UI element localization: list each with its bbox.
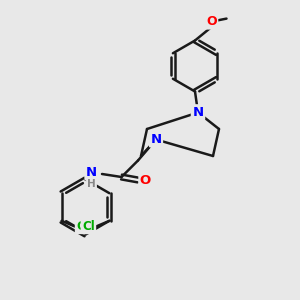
Text: N: N [192,106,204,119]
Text: O: O [140,173,151,187]
Text: Cl: Cl [82,220,95,233]
Text: N: N [150,133,162,146]
Text: Cl: Cl [76,220,89,233]
Text: N: N [192,106,204,119]
Text: H: H [87,178,96,189]
Text: O: O [206,15,217,28]
Text: N: N [86,166,97,179]
